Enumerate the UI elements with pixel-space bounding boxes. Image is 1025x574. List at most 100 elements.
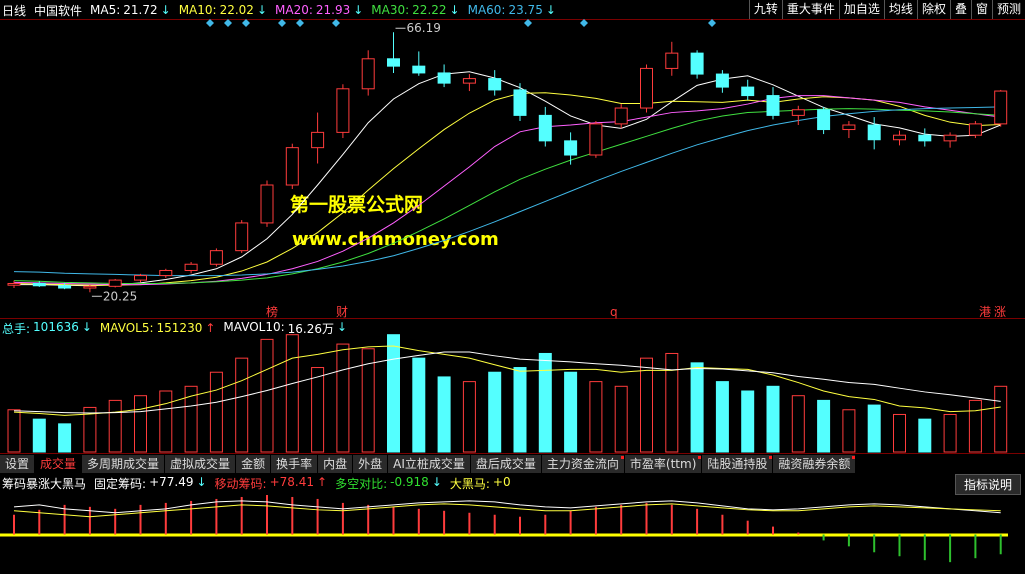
tab[interactable]: 金额	[236, 455, 272, 473]
stat-name: 多空对比:	[335, 476, 388, 491]
event-marker: 财	[336, 305, 348, 319]
tab[interactable]: 主力资金流向	[541, 455, 625, 473]
stat-item: 固定筹码: +77.49 ↓	[94, 475, 207, 492]
volume-bar	[235, 357, 249, 453]
candle-body	[817, 109, 831, 131]
volume-bar	[867, 404, 881, 453]
volume-bar	[83, 406, 97, 453]
tab[interactable]: 内盘	[318, 455, 354, 473]
indicator-help-button[interactable]: 指标说明	[954, 474, 1021, 495]
volume-bar	[564, 371, 578, 453]
volume-bar	[311, 367, 325, 453]
stat-item: MA20: 21.93 ↓	[275, 3, 363, 17]
volume-bar	[336, 343, 350, 453]
candle-body	[412, 65, 426, 74]
volume-bar	[893, 413, 906, 453]
candle-body	[690, 52, 704, 75]
toolbar-button[interactable]: 窗	[970, 0, 992, 19]
volume-bar	[766, 385, 780, 453]
candle-body	[285, 147, 299, 186]
candle-body	[867, 124, 881, 141]
stat-name: MA60:	[467, 3, 506, 17]
volume-bar	[285, 334, 299, 453]
tab[interactable]: 陆股通持股	[702, 455, 774, 473]
stat-name: 总手:	[2, 321, 31, 336]
candle-body	[715, 73, 729, 88]
stat-item: MA30: 22.22 ↓	[371, 3, 459, 17]
volume-bar	[614, 385, 628, 453]
volume-bar	[943, 413, 957, 453]
volume-bar	[7, 409, 21, 453]
mavol-line	[13, 345, 1001, 416]
tab[interactable]: 盘后成交量	[470, 455, 542, 473]
volume-bar	[108, 399, 122, 453]
tab[interactable]: 成交量	[35, 455, 83, 473]
candle-body	[336, 88, 350, 133]
tab[interactable]: AI立桩成交量	[388, 455, 471, 473]
candle-body	[108, 279, 122, 287]
stat-name: MAVOL5:	[99, 321, 154, 335]
stat-item: MA5: 21.72 ↓	[90, 3, 171, 17]
toolbar-button[interactable]: 九转	[748, 0, 782, 19]
stat-arrow: ↓	[431, 474, 442, 489]
stat-arrow: ↓	[545, 3, 556, 17]
volume-bar	[918, 418, 932, 453]
extreme-label: 20.25	[103, 289, 137, 303]
stat-arrow: ↓	[160, 3, 171, 17]
candle-body	[893, 134, 906, 141]
stat-arrow: ↓	[196, 474, 207, 489]
tab[interactable]: 市盈率(ttm)	[624, 455, 703, 473]
stat-arrow: ↓	[337, 319, 348, 334]
candle-body	[943, 134, 957, 142]
stat-value: -0.918	[390, 474, 429, 489]
stat-value: 21.72	[123, 3, 158, 17]
candle-body	[842, 124, 856, 131]
period: 日线	[2, 3, 27, 18]
event-marker: 涨	[994, 304, 1006, 319]
volume-bar	[159, 390, 173, 453]
volume-bar	[741, 390, 755, 453]
candle-body	[260, 184, 274, 224]
candle-body	[968, 123, 982, 136]
tab[interactable]: 外盘	[353, 455, 389, 473]
watermark-title: 第一股票公式网	[290, 193, 423, 216]
candle-body	[589, 123, 603, 156]
stat-value: 22.22	[412, 3, 447, 17]
price-header: 日线 中国软件 MA5: 21.72 ↓ MA10: 22.02 ↓ MA20: 21.93 ↓…	[2, 2, 556, 18]
toolbar-button[interactable]: 预测	[991, 0, 1025, 19]
mavol-line	[13, 351, 1001, 414]
stat-arrow: ↓	[449, 3, 460, 17]
stat-arrow: ↓	[81, 319, 92, 334]
tab[interactable]: 虚拟成交量	[165, 455, 237, 473]
volume-bar	[32, 418, 46, 453]
stat-item: 多空对比: -0.918 ↓	[335, 475, 442, 492]
toolbar-button[interactable]: 叠	[949, 0, 971, 19]
stat-arrow: ↑	[205, 321, 216, 335]
candle-body	[665, 52, 679, 69]
tab[interactable]: 设置	[0, 455, 36, 473]
volume-bar	[538, 352, 552, 453]
candle-body	[7, 282, 21, 286]
volume-bar	[715, 381, 729, 453]
candle-body	[235, 222, 249, 252]
tab[interactable]: 多周期成交量	[82, 455, 166, 473]
toolbar-button[interactable]: 均线	[883, 0, 917, 19]
volume-bar	[58, 423, 72, 453]
volume-bar	[488, 371, 502, 453]
volume-bar	[184, 385, 198, 453]
candle-body	[513, 89, 527, 116]
candle-body	[184, 263, 198, 271]
candle-body	[159, 269, 173, 277]
candle-body	[741, 86, 755, 97]
stat-item: MA60: 23.75 ↓	[468, 3, 556, 17]
stat-item: 移动筹码: +78.41 ↑	[215, 475, 328, 492]
stat-name: MA30:	[371, 3, 410, 17]
toolbar-button[interactable]: 加自选	[838, 0, 884, 19]
tab[interactable]: 换手率	[271, 455, 319, 473]
toolbar-button[interactable]: 重大事件	[781, 0, 839, 19]
volume-bar	[412, 357, 426, 453]
stat-name: MAVOL10:	[223, 319, 285, 334]
tab[interactable]: 融资融券余额	[773, 455, 857, 473]
toolbar-button[interactable]: 除权	[916, 0, 950, 19]
